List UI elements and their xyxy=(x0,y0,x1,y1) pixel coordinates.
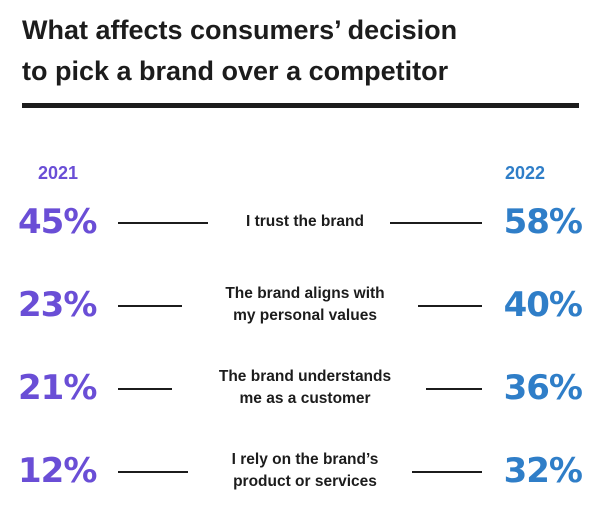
row-label-line: The brand understands xyxy=(218,368,392,385)
value-2022: 40% xyxy=(503,285,583,325)
value-2022: 36% xyxy=(503,368,583,408)
connector-line-right xyxy=(390,222,482,224)
connector-line-right xyxy=(426,388,482,390)
connector-line-right xyxy=(412,471,482,473)
chart-title: What affects consumers’ decision to pick… xyxy=(22,10,562,92)
connector-line-left xyxy=(118,388,172,390)
value-2021: 23% xyxy=(18,285,97,325)
connector-line-left xyxy=(118,222,208,224)
row-label: I rely on the brand’s product or services xyxy=(175,441,435,501)
row-label-line: my personal values xyxy=(233,307,377,324)
connector-line-left xyxy=(118,471,188,473)
comparison-row: 21% The brand understands me as a customer… xyxy=(0,358,607,418)
comparison-row: 12% I rely on the brand’s product or servi… xyxy=(0,441,607,501)
title-divider xyxy=(22,103,579,108)
row-label: The brand understands me as a customer xyxy=(175,358,435,418)
row-label-line: I trust the brand xyxy=(246,213,364,230)
value-2022: 58% xyxy=(503,202,583,242)
connector-line-left xyxy=(118,305,182,307)
value-2021: 45% xyxy=(18,202,97,242)
value-2022: 32% xyxy=(503,451,583,491)
row-label-line: I rely on the brand’s xyxy=(231,451,379,468)
column-header-2021: 2021 xyxy=(38,163,79,183)
column-header-2022: 2022 xyxy=(505,163,546,183)
row-label: The brand aligns with my personal values xyxy=(175,275,435,335)
value-2021: 21% xyxy=(18,368,97,408)
value-2021: 12% xyxy=(18,451,97,491)
comparison-row: 23% The brand aligns with my personal valu… xyxy=(0,275,607,335)
comparison-row: 45% I trust the brand 58% xyxy=(0,192,607,252)
connector-line-right xyxy=(418,305,482,307)
row-label-line: me as a customer xyxy=(239,390,371,407)
row-label: I trust the brand xyxy=(175,192,435,252)
row-label-line: The brand aligns with xyxy=(225,285,385,302)
chart-title-line-1: What affects consumers’ decision xyxy=(22,15,458,45)
row-label-line: product or services xyxy=(233,473,377,490)
chart-title-line-2: to pick a brand over a competitor xyxy=(22,56,449,86)
